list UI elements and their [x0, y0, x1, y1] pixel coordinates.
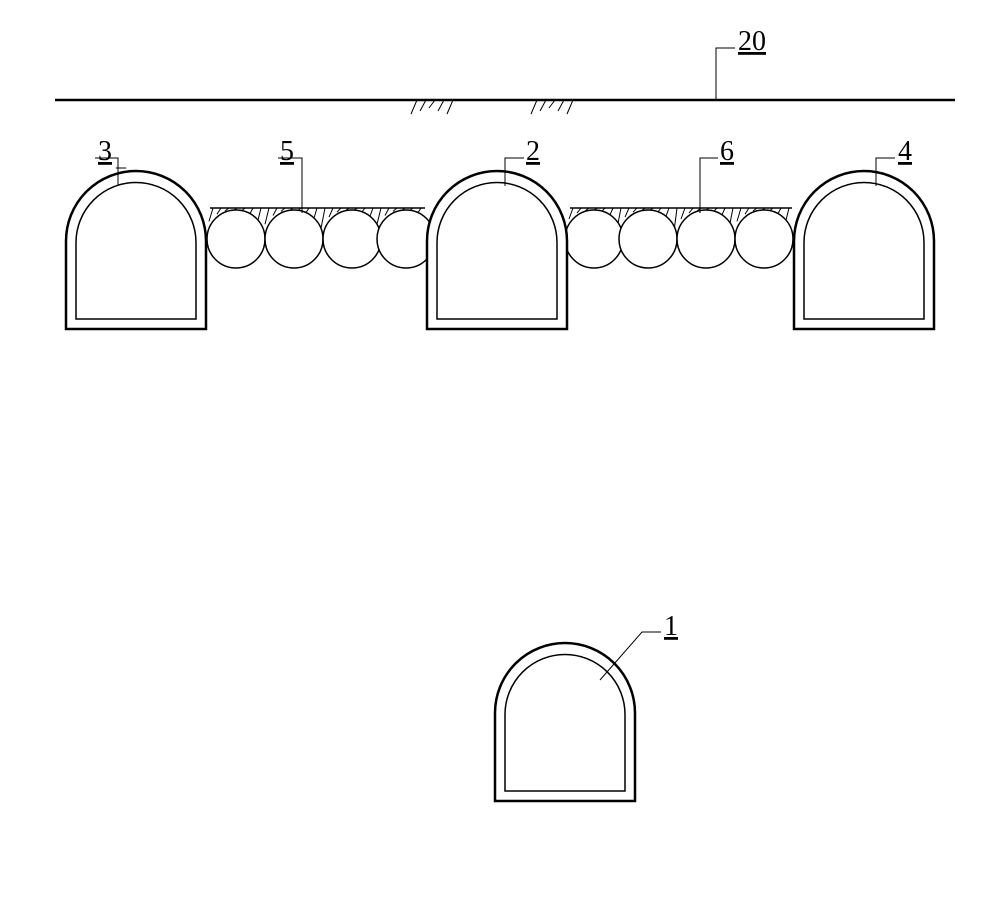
label-4: 4 — [898, 136, 912, 167]
pipe-row-right — [565, 210, 793, 268]
label-5: 5 — [280, 136, 294, 167]
leader-lines — [95, 48, 895, 680]
tunnel-2 — [427, 171, 567, 329]
label-6: 6 — [720, 136, 734, 167]
label-1: 1 — [664, 611, 678, 642]
svg-text:_: _ — [115, 149, 127, 171]
tunnel-3 — [66, 171, 206, 329]
label-2: 2 — [526, 136, 540, 167]
pipe-row-left — [207, 210, 435, 268]
tunnel-1 — [495, 643, 635, 801]
tunnel-4 — [794, 171, 934, 329]
ground-hatch-marks — [411, 100, 573, 114]
tunnel-section-diagram: 20 3 5 2 6 4 1 _ — [0, 0, 1000, 900]
label-3: 3 — [98, 136, 112, 167]
label-20: 20 — [738, 26, 766, 57]
